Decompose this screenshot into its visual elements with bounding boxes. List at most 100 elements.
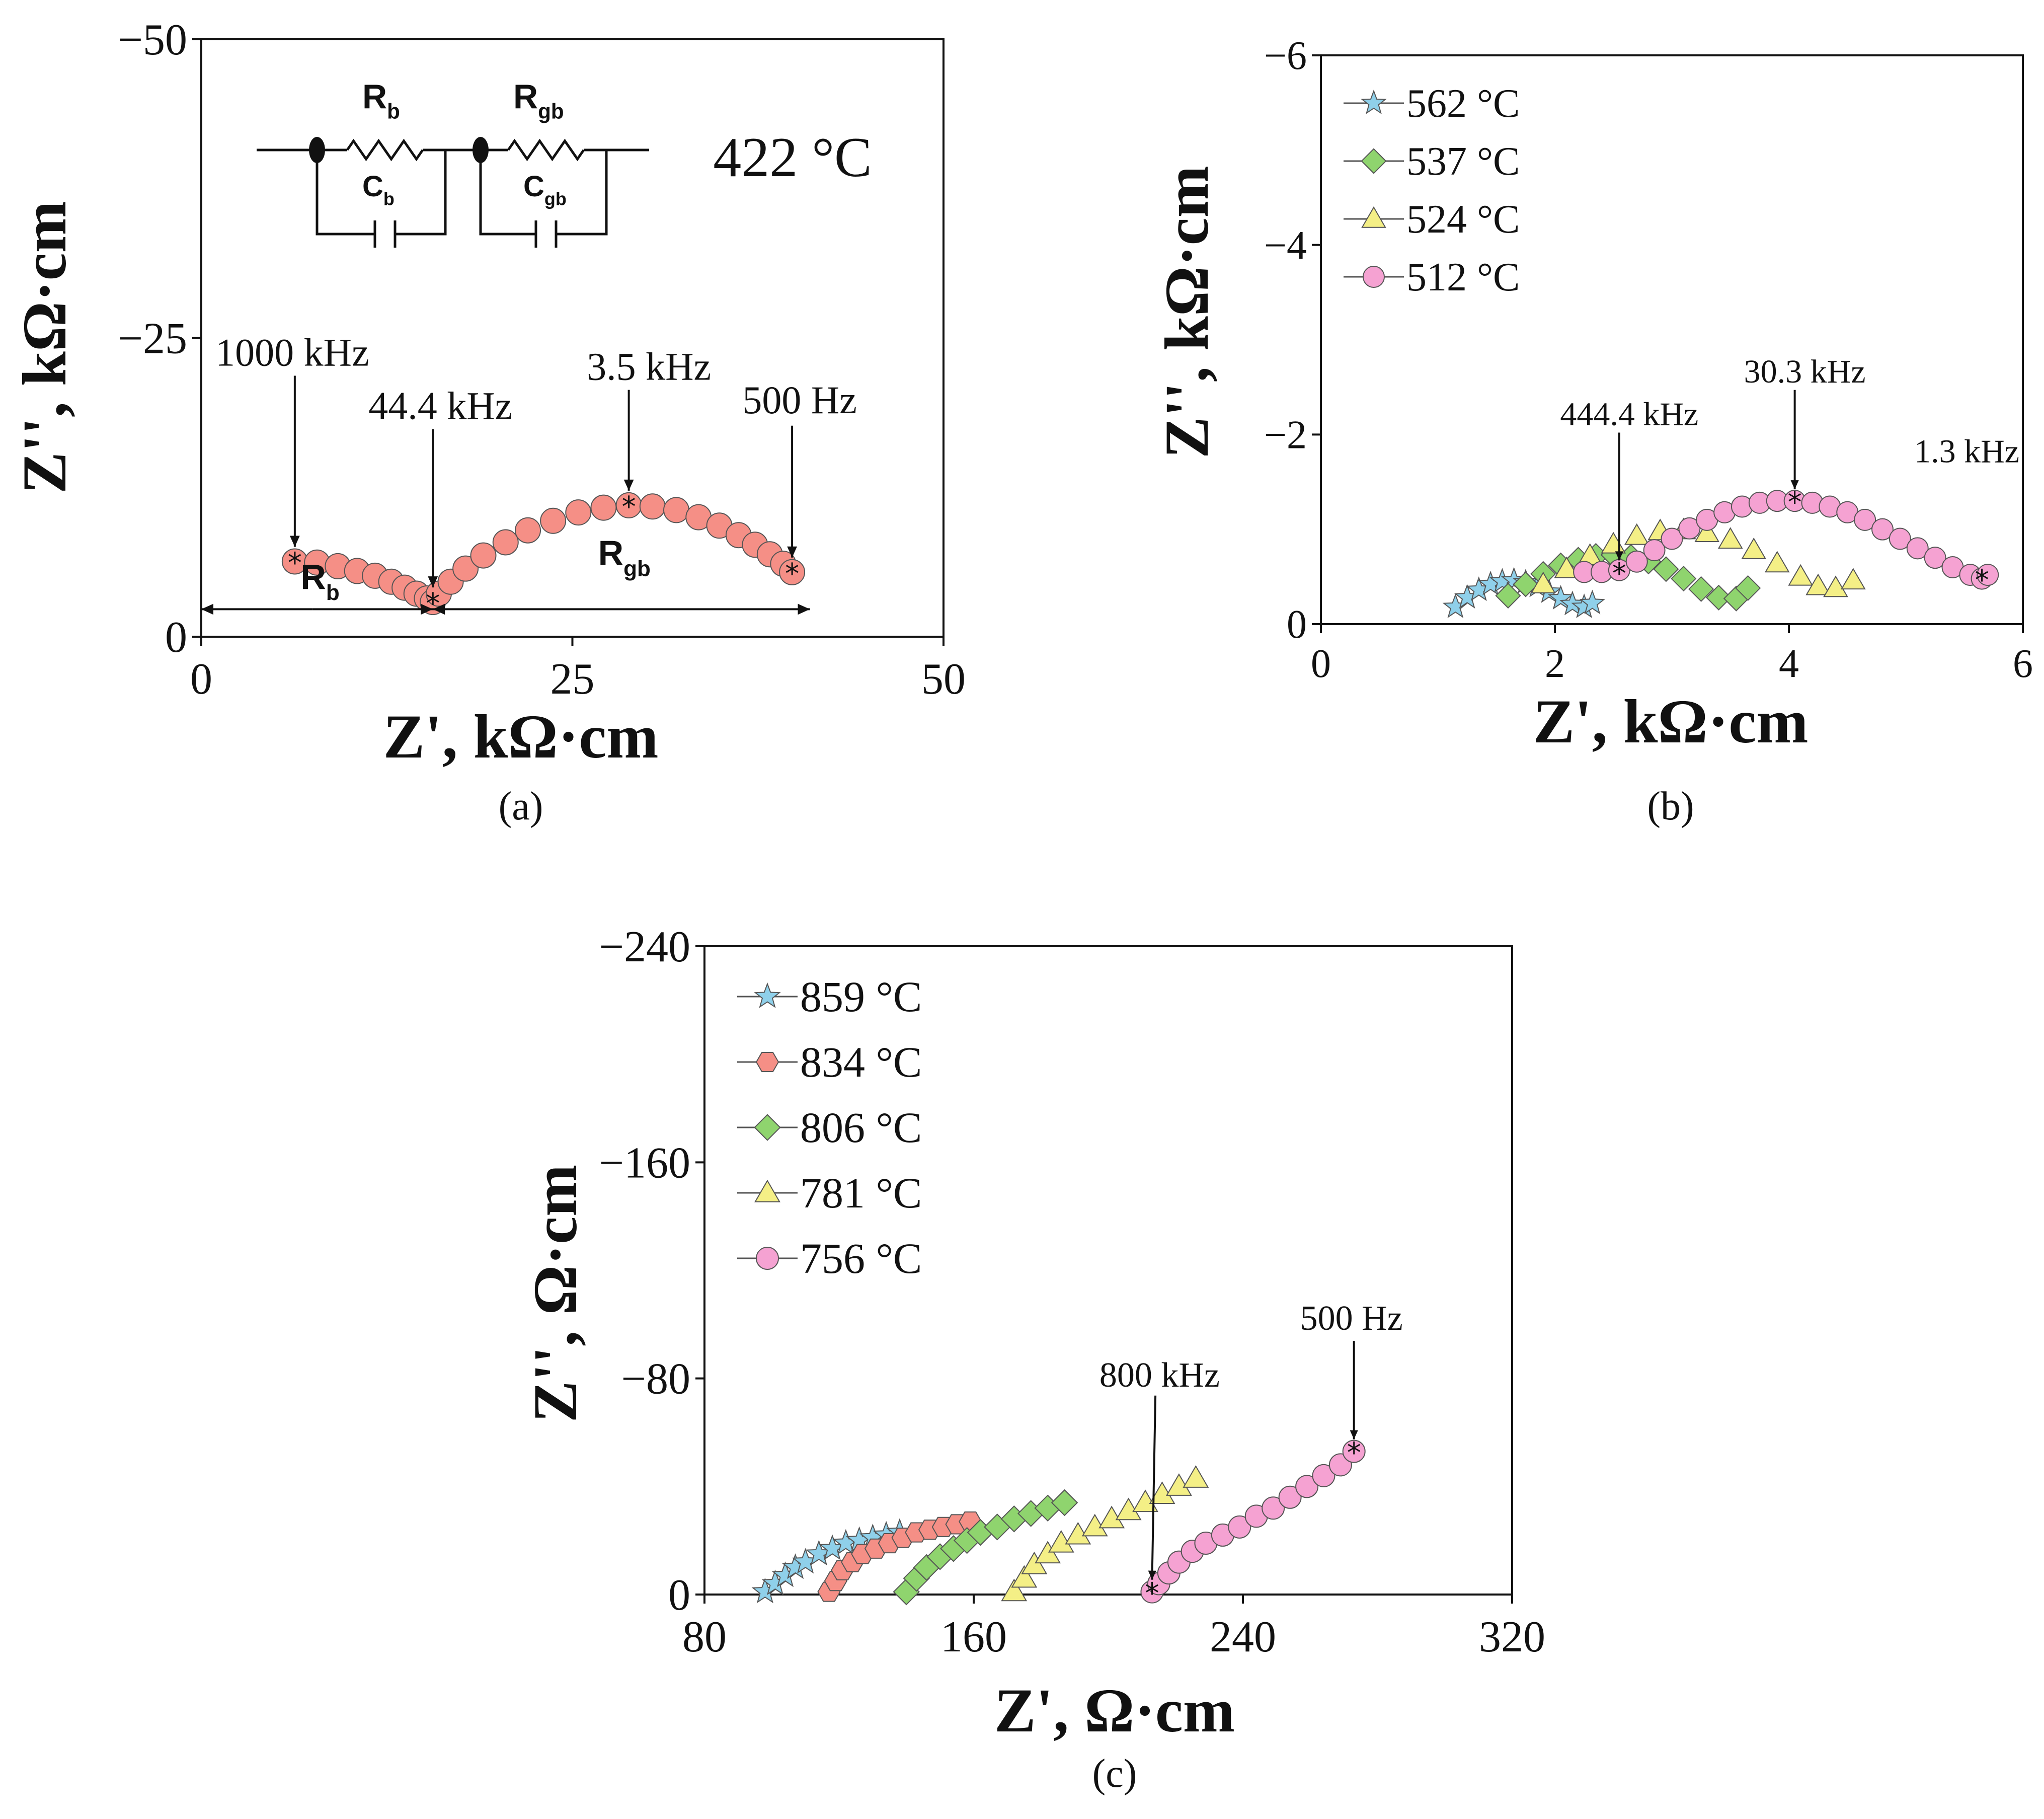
x-tick-label: 320 — [1479, 1613, 1545, 1661]
legend-label: 859 °C — [800, 972, 922, 1021]
data-point — [1854, 508, 1876, 531]
data-point — [1579, 589, 1606, 615]
data-point — [1653, 556, 1679, 582]
data-point — [565, 499, 592, 526]
annotation-arrow-head — [1615, 551, 1623, 561]
series-a-0 — [281, 492, 806, 616]
series-b-3 — [1573, 490, 1999, 590]
grain-boundary-resistance-arrow-head — [433, 603, 445, 615]
circuit-label-main: C — [362, 170, 383, 203]
y-tick-label: −160 — [599, 1139, 690, 1187]
legend-label: 537 °C — [1406, 139, 1520, 184]
data-point — [1601, 532, 1626, 554]
annotation-arrow-head — [787, 546, 797, 558]
annotation-arrow-head — [1790, 480, 1799, 490]
legend-b: 562 °C 537 °C 524 °C 512 °C — [1344, 82, 1520, 299]
data-point — [1924, 547, 1946, 569]
data-point — [492, 529, 519, 556]
panel-label: (c) — [1092, 1752, 1137, 1796]
x-tick-label: 6 — [2013, 642, 2033, 686]
legend-label: 806 °C — [800, 1103, 922, 1152]
frequency-annotation: 44.4 kHz — [368, 384, 512, 428]
plot-frame-c — [703, 945, 1513, 1596]
circuit-label-main: R — [513, 78, 538, 116]
circuit-label-main: R — [362, 78, 387, 116]
x-tick-label: 0 — [1311, 642, 1331, 686]
x-tick-label: 0 — [190, 655, 212, 704]
annotation-arrow-head — [623, 479, 634, 491]
resistance-region-label: Rgb — [598, 534, 651, 581]
data-point — [1624, 523, 1649, 545]
data-point — [663, 497, 689, 523]
circuit-label-main: C — [523, 170, 544, 203]
data-point — [1889, 527, 1911, 550]
data-point — [470, 542, 497, 569]
data-point — [1741, 538, 1767, 559]
chart-panel-b: 0 2 4 6 0 −2 −4 −6 Z', kΩ·cm Z'', kΩ·cm (b) 444.4 k… — [1152, 34, 2033, 828]
y-tick-label: −240 — [599, 923, 690, 971]
annotation-arrow-head — [428, 576, 438, 588]
series-c-2 — [893, 1489, 1078, 1606]
region-label-main: R — [598, 534, 624, 573]
data-point — [515, 517, 541, 544]
data-point — [1735, 575, 1761, 601]
annotation-arrow-head — [1148, 1570, 1156, 1580]
data-point — [1764, 551, 1790, 573]
data-point — [1295, 1475, 1319, 1498]
frequency-annotation: 3.5 kHz — [587, 345, 711, 389]
circuit-node — [473, 137, 489, 163]
temperature-label: 422 °C — [713, 126, 872, 189]
frequency-annotation: 30.3 kHz — [1744, 353, 1866, 390]
panel-label: (b) — [1647, 784, 1694, 828]
frequency-annotation: 800 kHz — [1099, 1356, 1220, 1395]
legend-marker — [754, 1114, 781, 1141]
x-tick-label: 160 — [940, 1613, 1007, 1661]
data-point — [1513, 571, 1539, 597]
marked-point-asterisk: * — [622, 491, 636, 523]
legend-label: 756 °C — [800, 1234, 922, 1282]
marked-point-asterisk: * — [1612, 557, 1626, 590]
y-axis-label: Z'', kΩ·cm — [1152, 166, 1221, 459]
data-point — [1342, 1439, 1366, 1463]
x-tick-label: 25 — [551, 655, 595, 704]
frequency-annotation: 1000 kHz — [215, 331, 369, 374]
y-tick-label: −80 — [621, 1355, 690, 1404]
series-c-4 — [1140, 1439, 1366, 1604]
annotation-arrow-head — [1350, 1430, 1358, 1439]
data-point — [1547, 585, 1574, 610]
data-point — [1011, 1565, 1038, 1588]
data-point — [1312, 1464, 1335, 1487]
bulk-resistance-arrow-head — [201, 603, 213, 615]
data-point — [1823, 575, 1848, 597]
legend-marker — [754, 982, 781, 1008]
y-tick-label: −25 — [118, 314, 187, 363]
data-point — [1717, 527, 1743, 549]
region-label-sub: gb — [623, 557, 651, 581]
annotation-arrow — [1151, 1395, 1157, 1580]
data-point — [1805, 573, 1831, 595]
resistance-region-label: Rb — [300, 557, 339, 605]
chart-panel-a: 0 25 50 0 −25 −50 Z', kΩ·cm Z'', kΩ·cm (a) 1000 k… — [10, 16, 966, 828]
circuit-label: Rb — [362, 78, 400, 123]
y-tick-label: −50 — [118, 16, 187, 64]
data-point — [1705, 584, 1732, 611]
legend-label: 524 °C — [1406, 197, 1520, 242]
frequency-annotation: 500 Hz — [742, 378, 856, 422]
y-tick-label: −6 — [1264, 34, 1307, 78]
grain-boundary-resistance-arrow-head — [798, 603, 810, 615]
y-tick-label: 0 — [1287, 602, 1307, 647]
data-point — [779, 559, 806, 585]
y-tick-label: 0 — [668, 1571, 690, 1620]
plot-frame-b — [1320, 54, 2024, 625]
data-point — [1671, 566, 1697, 592]
region-label-sub: b — [326, 580, 340, 605]
data-point — [1495, 582, 1521, 609]
legend-marker — [1361, 206, 1386, 228]
chart-panel-c: 80 160 240 320 0 −80 −160 −240 Z', Ω·cm Z'', Ω·cm… — [521, 923, 1545, 1796]
legend-label: 512 °C — [1406, 255, 1520, 299]
legend-label: 781 °C — [800, 1169, 922, 1217]
data-point — [1788, 564, 1814, 586]
circuit-label: Cgb — [523, 170, 567, 209]
circuit-wire — [316, 150, 375, 236]
